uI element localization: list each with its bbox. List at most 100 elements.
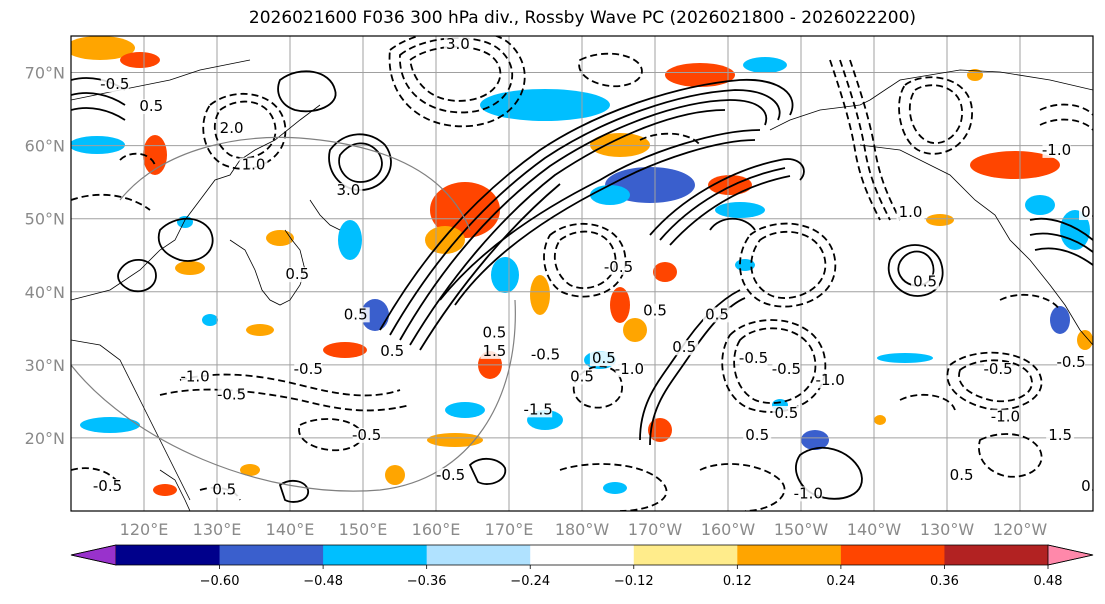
map-plot-area: 3.03.02.01.00.50.50.5-0.5-0.5-1.0-0.5-0.…	[71, 35, 1105, 511]
colorbar-tick-label: −0.24	[510, 574, 550, 589]
reference-arcs	[71, 136, 516, 492]
contour-label-bg	[991, 409, 1020, 425]
contour-label-bg	[589, 351, 618, 367]
contour-label: -0.5	[436, 466, 465, 484]
contour-label-bg	[443, 36, 472, 52]
colorbar-outline	[70, 544, 1094, 566]
contour-label-bg	[210, 482, 239, 498]
colorbar-tick-label: 0.12	[723, 574, 752, 589]
contour-label-bg	[896, 205, 925, 221]
contour-label: -0.5	[604, 258, 633, 276]
contour-label-bg	[615, 362, 644, 378]
contour-label: 0.5	[643, 302, 667, 320]
contour-label: 0.5	[1081, 203, 1105, 221]
longitude-label: 150°W	[774, 520, 829, 539]
colorbar-tick-label: 0.48	[1034, 574, 1063, 589]
divergence-shading	[71, 36, 1093, 496]
contour-label: -1.0	[991, 408, 1020, 426]
colorbar-segment	[219, 545, 324, 565]
contour-label: 0.5	[745, 426, 769, 444]
colorbar-tick-label: −0.36	[407, 574, 447, 589]
longitude-label: 150°E	[339, 520, 388, 539]
contour-label: 0.5	[212, 481, 236, 499]
contour-label: 0.5	[285, 265, 309, 283]
map-frame	[70, 35, 1094, 512]
contour-label-bg	[1046, 427, 1075, 443]
contour-label: 1.5	[482, 342, 506, 360]
longitude-label: 120°E	[120, 520, 169, 539]
latitude-label: 30°N	[25, 356, 65, 375]
longitude-labels: 120°E 130°E 140°E 150°E 160°E 170°E 180°W 170°W…	[120, 520, 1048, 539]
negative-contours	[71, 36, 1093, 511]
colorbar-tick-label: −0.48	[303, 574, 343, 589]
longitude-label: 180°W	[555, 520, 610, 539]
colorbar-extend-low	[70, 544, 117, 566]
contour-label: -0.5	[1056, 353, 1085, 371]
contour-label: 0.5	[705, 305, 729, 323]
contour-label-bg	[1079, 205, 1093, 221]
contour-label-bg	[984, 362, 1013, 378]
contour-label: 1.5	[1048, 426, 1072, 444]
contour-label-bg	[641, 303, 669, 319]
contour-label: 3.0	[336, 181, 360, 199]
colorbar-tick-label: 0.24	[826, 574, 855, 589]
contour-label: -0.5	[352, 426, 381, 444]
contour-label-bg	[137, 99, 166, 115]
colorbar	[70, 544, 1094, 566]
contour-label-bg	[670, 340, 699, 356]
contour-label: 2.0	[220, 119, 244, 137]
longitude-label: 140°E	[266, 520, 315, 539]
coastlines	[71, 59, 1093, 511]
contour-label: 1.0	[899, 203, 923, 221]
contour-label-bg	[217, 121, 246, 136]
contour-label-bg	[283, 267, 312, 283]
latitude-label: 20°N	[25, 429, 65, 448]
map-title: 2026021600 F036 300 hPa div., Rossby Wav…	[248, 8, 917, 28]
contour-label-bg	[480, 325, 509, 341]
contour-label: -1.0	[615, 360, 644, 378]
contour-label: -1.0	[180, 367, 209, 385]
contour-label-bg	[531, 347, 560, 363]
contour-label: 0.5	[570, 367, 594, 385]
contour-label-bg	[1079, 479, 1093, 495]
contour-label: 0.5	[344, 305, 368, 323]
contour-label-bg	[436, 468, 465, 484]
contour-label-bg	[772, 362, 801, 378]
contour-label: 0.5	[950, 466, 974, 484]
contour-label: -0.5	[739, 349, 768, 367]
latitude-label: 40°N	[25, 283, 65, 302]
longitude-label: 140°W	[847, 520, 902, 539]
contour-label: 0.5	[774, 404, 798, 422]
contour-label: 0.5	[592, 349, 616, 367]
contour-label: -1.0	[794, 484, 823, 502]
contour-label: -0.5	[217, 386, 246, 404]
longitude-label: 130°E	[193, 520, 242, 539]
longitude-label: 130°W	[920, 520, 975, 539]
latitude-label: 50°N	[25, 210, 65, 229]
longitude-label: 170°W	[628, 520, 683, 539]
contour-label: -0.5	[100, 75, 129, 93]
contour-label: 0.5	[913, 272, 937, 290]
contour-labels: 3.03.02.01.00.50.50.5-0.5-0.5-1.0-0.5-0.…	[93, 35, 1105, 502]
contour-label-bg	[352, 427, 381, 443]
contour-label-bg	[294, 362, 323, 378]
colorbar-tick-labels: −0.60 −0.48 −0.36 −0.24 −0.12 0.12 0.24 0.36 0.4…	[200, 565, 1063, 589]
contour-label: 0.5	[1081, 477, 1105, 495]
contour-label: -0.5	[983, 360, 1012, 378]
contour-label-bg	[378, 343, 407, 359]
colorbar-tick-label: −0.12	[614, 574, 654, 589]
contour-label: 3.0	[446, 35, 470, 53]
colorbar-segment	[737, 545, 842, 565]
colorbar-tick-label: −0.60	[200, 574, 240, 589]
colorbar-tick-label: 0.36	[930, 574, 959, 589]
contour-label-bg	[911, 274, 940, 290]
contour-label-bg	[341, 307, 370, 323]
contour-label-bg	[947, 468, 976, 484]
contour-label: -1.0	[1042, 141, 1071, 159]
contour-label-bg	[794, 486, 823, 502]
longitude-label: 160°E	[412, 520, 461, 539]
contour-label: 0.5	[672, 338, 696, 356]
contour-label-bg	[604, 259, 633, 275]
contour-label: 0.5	[139, 97, 163, 115]
